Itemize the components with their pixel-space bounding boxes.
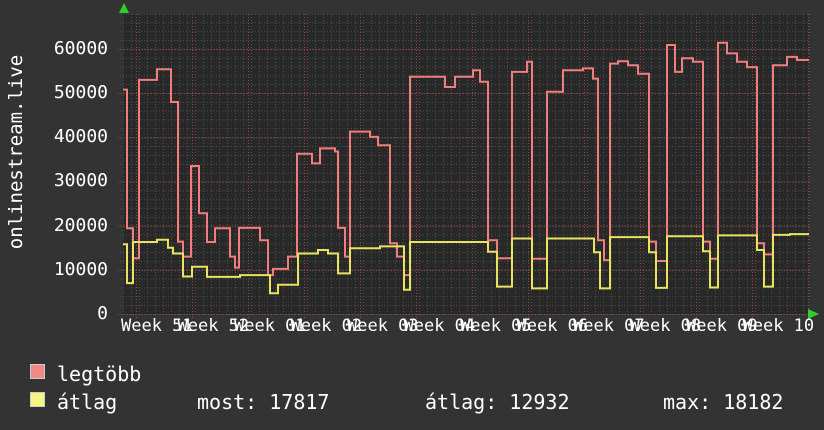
x-tick-label: Week 02 [290,316,363,336]
x-tick-label: Week 10 [742,316,815,336]
x-tick-label: Week 52 [177,316,250,336]
y-tick-label: 20000 [53,214,108,236]
y-tick-label: 50000 [53,82,108,104]
y-tick-label: 40000 [53,126,108,148]
x-tick-label: Week 08 [629,316,702,336]
legend-label-legtobb: legtöbb [57,362,142,386]
stat-most: most: 17817 [197,390,330,414]
stat-max: max: 18182 [663,390,784,414]
x-tick-label: Week 05 [460,316,532,336]
x-tick-label: Week 06 [516,316,589,336]
y-tick-label: 0 [97,303,108,324]
x-tick-label: Week 51 [121,316,193,336]
y-tick-label: 10000 [53,258,108,280]
legend-swatch-atlag [30,392,45,407]
legend-row-legtobb: legtöbb [0,362,824,386]
legend-label-atlag: átlag [57,390,118,414]
y-tick-label: 60000 [53,37,108,59]
stat-atlag: átlag: 12932 [425,390,570,414]
x-tick-label: Week 04 [403,316,476,336]
x-tick-label: Week 07 [573,316,645,336]
legend-row-atlag: átlag most: 17817 átlag: 12932 max: 1818… [0,390,824,414]
y-tick-label: 30000 [53,170,108,192]
legend-swatch-legtobb [30,364,45,379]
x-tick-label: Week 01 [234,316,306,336]
x-tick-label: Week 03 [347,316,419,336]
x-tick-label: Week 09 [686,316,758,336]
